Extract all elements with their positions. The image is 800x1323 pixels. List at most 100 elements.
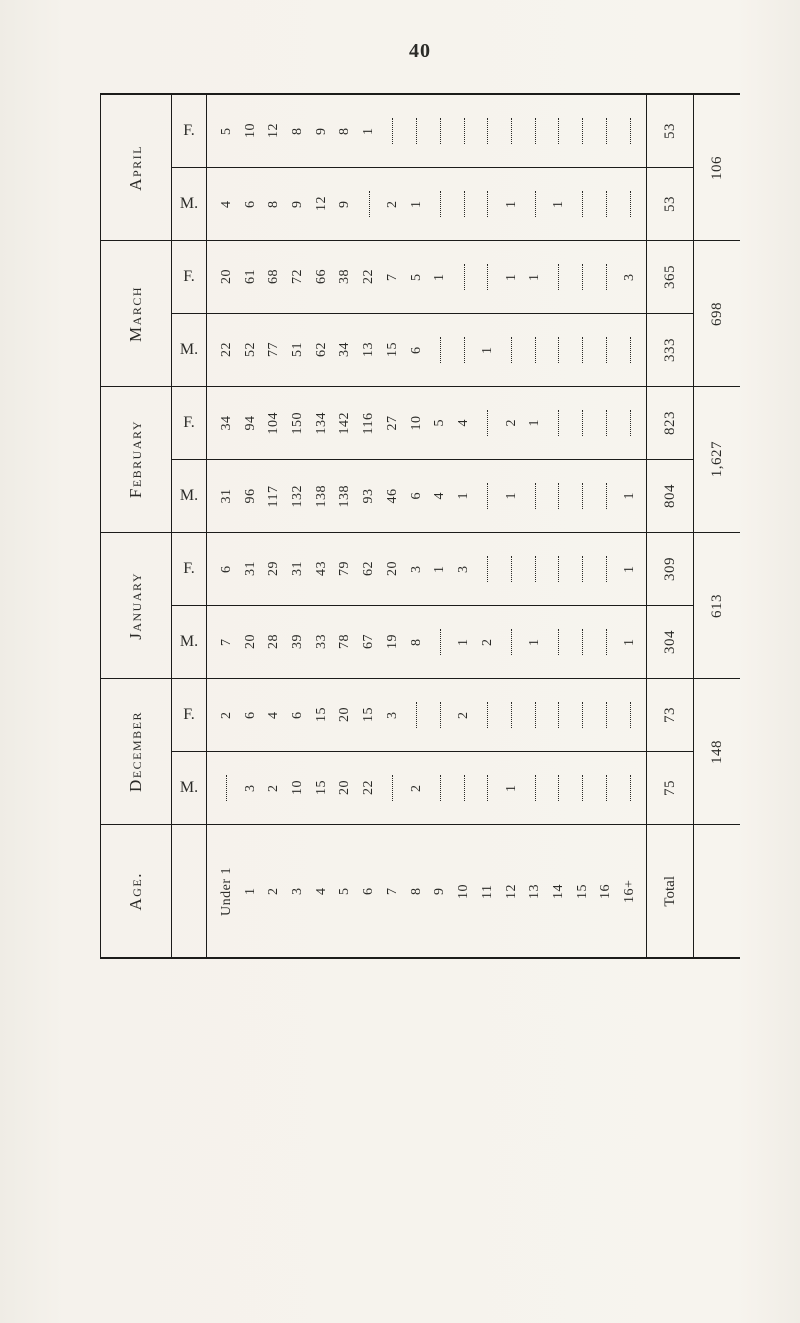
- data-value: 68: [267, 264, 281, 290]
- data-value: 34: [220, 410, 234, 437]
- data-value: 15: [315, 775, 329, 801]
- data-grid: 3196117132138138934664111: [215, 483, 642, 510]
- age-row: Age.Under 11234567891011121314151616+Tot…: [101, 825, 740, 957]
- data-value: 62: [362, 556, 376, 582]
- age-value: 10: [457, 865, 471, 918]
- age-value: 16: [599, 865, 613, 918]
- data-value: 7: [386, 264, 400, 290]
- age-value: 5: [338, 865, 352, 918]
- empty-cell: [405, 118, 429, 144]
- table-row: F.6312931437962203131309: [172, 533, 694, 606]
- data-value: 10: [291, 775, 305, 801]
- data-value: 138: [338, 483, 352, 510]
- empty-cell: [547, 702, 571, 728]
- data-value: 4: [220, 191, 234, 217]
- empty-cell: [595, 775, 619, 801]
- data-value: 1: [528, 629, 542, 655]
- month-label: January: [126, 572, 146, 640]
- month-total: 613: [709, 594, 726, 618]
- rows-wrap: F.20616872663822751113365M.2252775162341…: [172, 241, 694, 386]
- data-value: 6: [244, 702, 258, 728]
- month-label: December: [126, 711, 146, 792]
- sex-label: F.: [172, 387, 207, 459]
- table-row: M.32101520222175: [172, 752, 694, 824]
- data-grid: 510128981: [215, 118, 642, 144]
- age-value: 15: [576, 865, 590, 918]
- empty-cell: [452, 118, 476, 144]
- data-cell: 3196117132138138934664111: [207, 460, 647, 532]
- empty-cell: [428, 629, 452, 655]
- data-value: 104: [267, 410, 281, 437]
- empty-cell: [523, 191, 547, 217]
- data-grid: 264615201532: [215, 702, 642, 728]
- data-value: 1: [505, 191, 519, 217]
- data-value: 5: [410, 264, 424, 290]
- data-value: 10: [244, 118, 258, 144]
- age-value: 12: [505, 865, 519, 918]
- empty-cell: [357, 191, 381, 217]
- empty-cell: [571, 191, 595, 217]
- data-value: 31: [220, 483, 234, 510]
- data-value: 8: [410, 629, 424, 655]
- data-value: 2: [481, 629, 495, 655]
- data-value: 117: [267, 483, 281, 510]
- subtotal: 309: [662, 557, 679, 581]
- data-value: 142: [338, 410, 352, 437]
- data-value: 29: [267, 556, 281, 582]
- month-total: 148: [709, 740, 726, 764]
- empty-cell: [547, 483, 571, 510]
- empty-cell: [618, 337, 642, 363]
- data-value: 1: [552, 191, 566, 217]
- page-number: 40: [100, 40, 740, 63]
- data-value: 6: [220, 556, 234, 582]
- empty-cell: [595, 556, 619, 582]
- data-value: 39: [291, 629, 305, 655]
- spacer: [172, 825, 207, 957]
- data-value: 3: [623, 264, 637, 290]
- data-value: 51: [291, 337, 305, 363]
- empty-cell: [428, 118, 452, 144]
- data-value: 79: [338, 556, 352, 582]
- month-block: FebruaryF.349410415013414211627105421823…: [101, 387, 740, 533]
- data-value: 134: [315, 410, 329, 437]
- rows-wrap: F.349410415013414211627105421823M.319611…: [172, 387, 694, 532]
- tail-cell: [694, 825, 740, 957]
- month-block: JanuaryF.6312931437962203131309M.7202839…: [101, 533, 740, 679]
- data-value: 138: [315, 483, 329, 510]
- empty-cell: [571, 775, 595, 801]
- data-cell: 20616872663822751113: [207, 241, 647, 313]
- empty-cell: [595, 410, 619, 437]
- data-value: 1: [410, 191, 424, 217]
- age-grid: Under 11234567891011121314151616+: [215, 865, 642, 918]
- data-grid: 321015202221: [215, 775, 642, 801]
- sex-label: M.: [172, 168, 207, 240]
- empty-cell: [571, 629, 595, 655]
- month-label-cell: March: [101, 241, 172, 386]
- empty-cell: [523, 483, 547, 510]
- data-value: 7: [220, 629, 234, 655]
- data-value: 22: [362, 775, 376, 801]
- empty-cell: [500, 702, 524, 728]
- data-value: 67: [362, 629, 376, 655]
- subtotal: 365: [662, 265, 679, 289]
- empty-cell: [547, 264, 571, 290]
- data-value: 31: [244, 556, 258, 582]
- empty-cell: [476, 410, 500, 437]
- data-value: 34: [338, 337, 352, 363]
- data-cell: 72028393378671981211: [207, 606, 647, 678]
- data-value: 8: [291, 118, 305, 144]
- month-label-cell: January: [101, 533, 172, 678]
- age-value: 8: [410, 865, 424, 918]
- data-value: 66: [315, 264, 329, 290]
- data-value: 43: [315, 556, 329, 582]
- empty-cell: [428, 337, 452, 363]
- data-value: 1: [505, 264, 519, 290]
- age-value: 16+: [623, 865, 637, 918]
- data-value: 28: [267, 629, 281, 655]
- data-cell: 225277516234131561: [207, 314, 647, 386]
- empty-cell: [547, 337, 571, 363]
- empty-cell: [452, 264, 476, 290]
- table-row: M.3196117132138138934664111804: [172, 460, 694, 532]
- data-value: 94: [244, 410, 258, 437]
- data-value: 96: [244, 483, 258, 510]
